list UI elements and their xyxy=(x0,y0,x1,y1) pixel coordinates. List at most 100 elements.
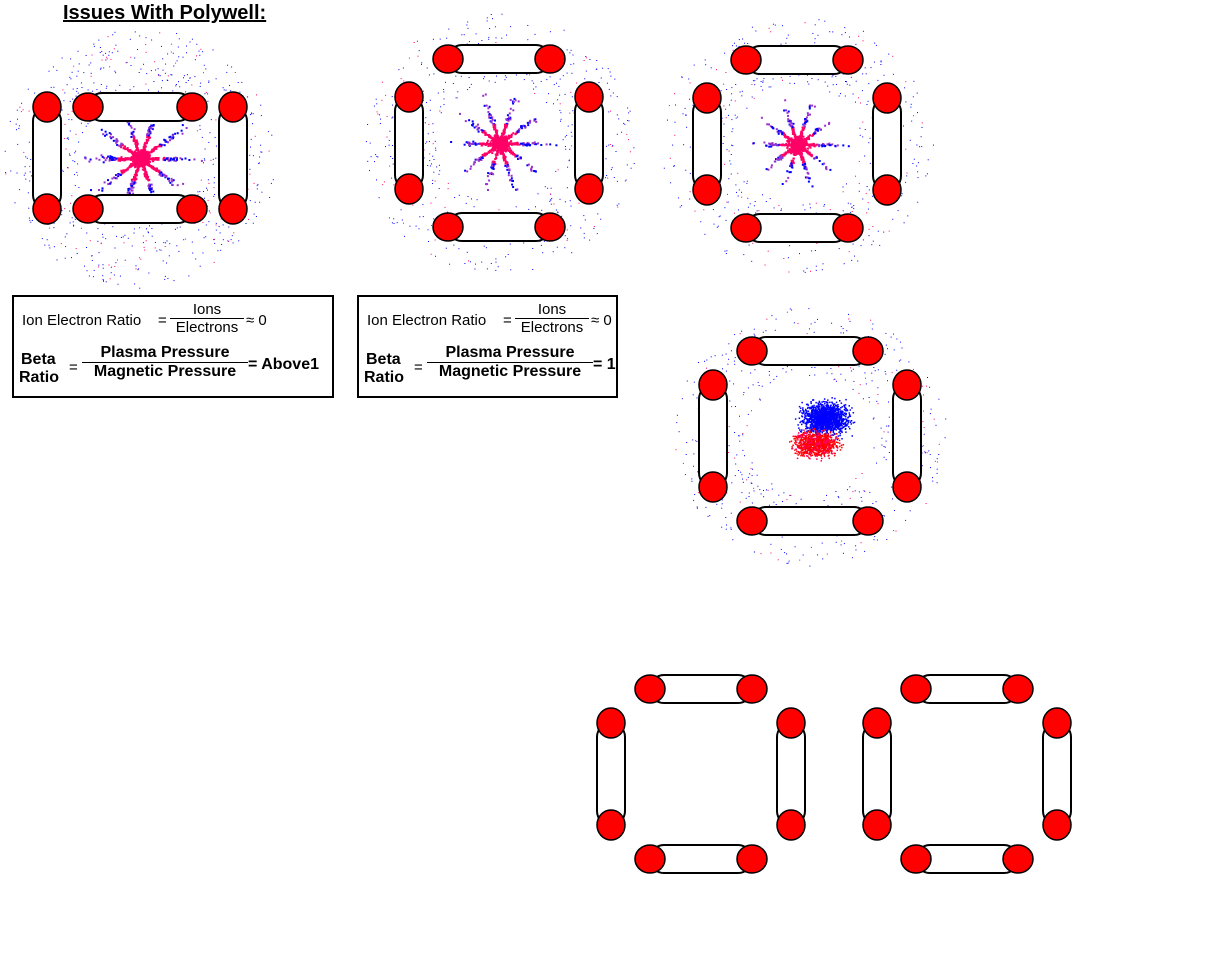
plasma-dot xyxy=(134,153,137,156)
particle-dot xyxy=(789,75,791,77)
particle-dot xyxy=(510,216,512,218)
plasma-core-dot xyxy=(800,153,803,156)
particle-dot xyxy=(712,209,714,211)
plasma-core-dot xyxy=(145,161,147,164)
plasma-dot xyxy=(132,192,135,195)
plasma-dot xyxy=(483,153,486,155)
plasma-dot xyxy=(101,155,104,158)
plasma-dot xyxy=(114,139,117,142)
plasma-dot xyxy=(800,133,803,136)
particle-dot xyxy=(367,160,369,162)
plasma-dot xyxy=(803,148,806,151)
plasma-core-dot xyxy=(497,135,500,138)
plasma-dot xyxy=(503,146,506,148)
particle-dot xyxy=(163,242,165,244)
plasma-dot xyxy=(502,153,505,156)
plasma-dot xyxy=(532,142,535,145)
particle-dot xyxy=(166,79,168,81)
particle-dot xyxy=(183,239,185,241)
plasma-dot xyxy=(788,143,791,146)
plasma-dot xyxy=(128,123,131,126)
particle-dot xyxy=(612,92,614,94)
particle-dot xyxy=(239,91,241,93)
plasma-dot xyxy=(155,169,158,172)
plasma-core-dot xyxy=(141,154,144,157)
plasma-dot xyxy=(493,123,495,126)
particle-dot xyxy=(182,205,184,207)
plasma-dot xyxy=(141,158,144,161)
plasma-dot xyxy=(794,136,797,139)
particle-dot xyxy=(400,109,402,111)
plasma-core-dot xyxy=(139,158,142,161)
plasma-core-dot xyxy=(495,138,498,140)
particle-dot xyxy=(917,201,919,203)
plasma-dot xyxy=(119,157,122,160)
plasma-core-dot xyxy=(494,139,497,142)
plasma-dot xyxy=(794,134,796,137)
plasma-dot xyxy=(805,137,808,140)
plasma-dot xyxy=(156,169,159,172)
plasma-core-dot xyxy=(145,158,148,161)
plasma-core-dot xyxy=(136,156,139,158)
plasma-core-dot xyxy=(502,141,505,144)
particle-dot xyxy=(829,91,831,93)
plasma-core-dot xyxy=(496,143,499,146)
plasma-core-dot xyxy=(494,145,496,148)
plasma-dot xyxy=(497,141,500,144)
plasma-dot xyxy=(147,163,150,166)
particle-dot xyxy=(38,170,40,172)
particle-dot xyxy=(52,66,54,68)
plasma-dot xyxy=(531,165,533,168)
plasma-core-dot xyxy=(142,165,144,168)
plasma-dot xyxy=(796,144,799,147)
plasma-dot xyxy=(134,142,137,145)
plasma-core-dot xyxy=(497,146,500,149)
particle-dot xyxy=(729,160,731,162)
plasma-dot xyxy=(497,147,500,150)
plasma-dot xyxy=(812,134,814,137)
plasma-dot xyxy=(507,171,510,174)
plasma-dot xyxy=(144,142,147,145)
plasma-dot xyxy=(141,161,144,164)
particle-dot xyxy=(57,115,59,117)
particle-dot xyxy=(716,226,718,228)
particle-dot xyxy=(624,180,626,182)
plasma-dot xyxy=(481,143,484,146)
plasma-dot xyxy=(505,138,508,141)
particle-dot xyxy=(48,161,50,163)
plasma-dot xyxy=(146,153,149,156)
particle-dot xyxy=(719,215,721,217)
plasma-dot xyxy=(146,163,149,165)
plasma-core-dot xyxy=(503,142,505,145)
plasma-dot xyxy=(797,146,800,149)
particle-dot xyxy=(841,53,843,55)
particle-dot xyxy=(221,244,223,245)
plasma-dot xyxy=(136,160,139,163)
particle-dot xyxy=(403,118,405,120)
particle-dot xyxy=(780,77,782,79)
particle-dot xyxy=(455,97,457,99)
particle-dot xyxy=(764,264,766,266)
plasma-dot xyxy=(172,157,175,160)
plasma-dot xyxy=(527,124,530,127)
particle-dot xyxy=(224,132,226,134)
plasma-dot xyxy=(503,139,506,142)
particle-dot xyxy=(842,191,844,193)
plasma-dot xyxy=(798,143,801,146)
particle-dot xyxy=(720,90,722,92)
plasma-dot xyxy=(143,148,146,151)
particle-dot xyxy=(888,230,890,232)
particle-dot xyxy=(137,95,139,97)
plasma-dot xyxy=(792,129,795,131)
particle-dot xyxy=(50,86,52,88)
particle-dot xyxy=(203,237,205,239)
plasma-dot xyxy=(135,154,138,157)
particle-dot xyxy=(724,52,726,54)
particle-dot xyxy=(780,210,782,211)
plasma-dot xyxy=(801,140,804,143)
plasma-core-dot xyxy=(494,134,497,137)
particle-dot xyxy=(28,141,30,143)
plasma-dot xyxy=(494,128,497,130)
particle-dot xyxy=(589,158,591,160)
particle-dot xyxy=(394,164,396,166)
